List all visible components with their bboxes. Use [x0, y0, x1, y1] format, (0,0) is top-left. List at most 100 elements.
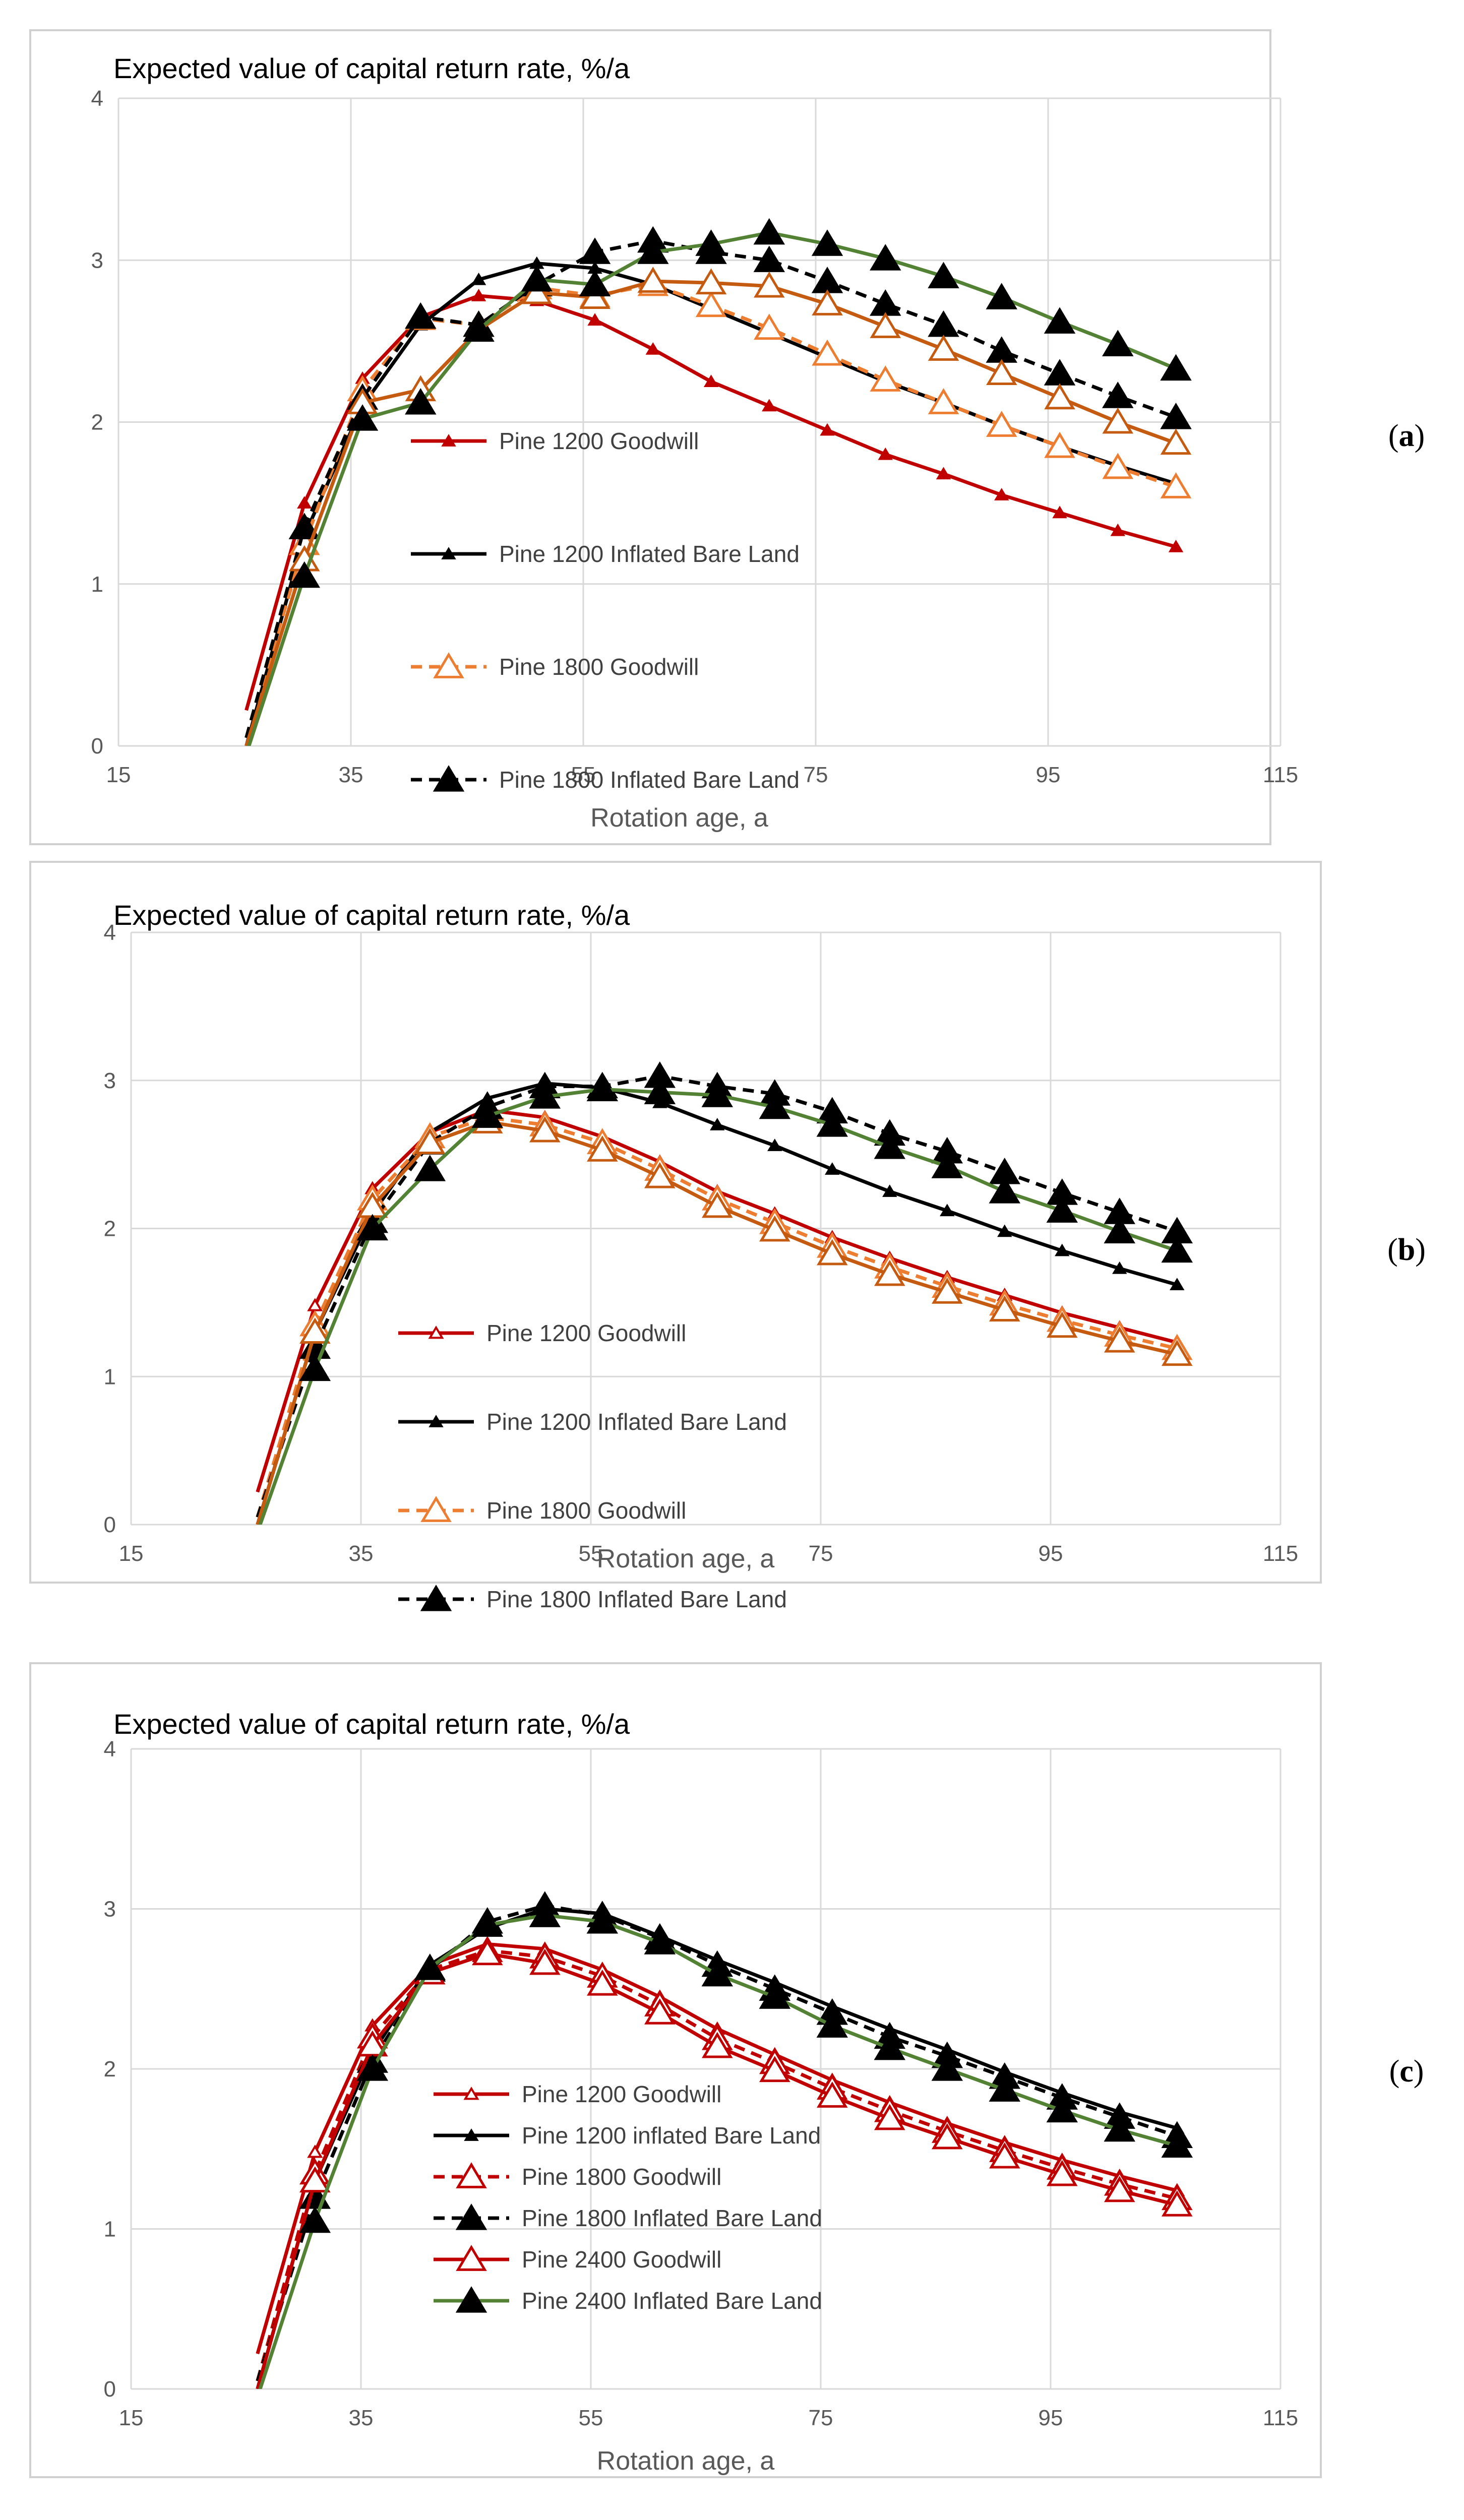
x-tick-label: 15 — [119, 1541, 144, 1566]
data-point — [1044, 383, 1075, 410]
data-point — [1102, 407, 1134, 434]
data-point — [695, 229, 727, 256]
y-tick-label: 0 — [104, 2377, 116, 2402]
x-tick-label: 15 — [106, 763, 131, 787]
legend-label: Pine 1800 Goodwill — [522, 2164, 721, 2190]
data-point — [989, 2142, 1020, 2169]
legend-label: Pine 1200 inflated Bare Land — [522, 2122, 821, 2149]
x-tick-label: 35 — [349, 1541, 374, 1566]
data-point — [759, 1215, 790, 1242]
data-point — [1055, 1243, 1070, 1256]
data-point — [1044, 431, 1075, 458]
data-point — [986, 283, 1018, 309]
data-point — [405, 388, 437, 415]
data-point — [710, 1117, 725, 1130]
data-point — [816, 2011, 848, 2038]
data-point — [521, 278, 553, 304]
legend-entry: Pine 1800 Inflated Bare Land — [398, 1585, 787, 1612]
legend-marker — [441, 547, 456, 559]
legend-marker — [441, 434, 456, 447]
chart-frame — [29, 29, 1271, 845]
chart-frame — [29, 1662, 1322, 2478]
data-point — [753, 245, 785, 272]
data-point — [754, 313, 785, 340]
data-point — [695, 268, 727, 295]
data-point — [695, 291, 727, 318]
x-tick-label: 35 — [339, 763, 363, 787]
data-point — [767, 1139, 782, 1151]
data-point — [931, 2054, 963, 2081]
data-point — [299, 1317, 331, 1344]
y-tick-label: 2 — [104, 1217, 116, 1241]
data-point — [932, 2123, 963, 2150]
data-point — [1161, 2131, 1193, 2158]
legend-entry: Pine 1200 Goodwill — [411, 428, 699, 454]
data-point — [586, 1907, 619, 1934]
legend-marker — [420, 1496, 452, 1522]
data-point — [644, 1928, 676, 1955]
x-tick-label: 55 — [579, 1541, 603, 1566]
data-point — [1046, 1196, 1078, 1223]
data-point — [701, 1081, 734, 1107]
series-pine-1800-inflated-bare-land — [245, 226, 1192, 738]
data-point — [579, 237, 611, 264]
legend-entry: Pine 1200 Goodwill — [434, 2081, 721, 2107]
data-point — [299, 2166, 331, 2193]
chart-title: Expected value of capital return rate, %… — [113, 1708, 630, 1740]
legend-marker — [455, 2286, 487, 2313]
y-tick-label: 3 — [104, 1068, 116, 1093]
data-point — [529, 1948, 561, 1975]
data-point — [346, 404, 379, 431]
data-point — [932, 1277, 963, 1304]
data-point — [529, 1082, 561, 1109]
data-point — [529, 1901, 561, 1927]
legend-label: Pine 1200 Goodwill — [522, 2081, 721, 2107]
data-point — [994, 488, 1009, 500]
data-point — [414, 1128, 446, 1155]
data-point — [471, 1910, 504, 1937]
legend-label: Pine 2400 Inflated Bare Land — [522, 2288, 822, 2314]
legend-label: Pine 1800 Inflated Bare Land — [522, 2205, 822, 2231]
legend-entry: Pine 1200 Inflated Bare Land — [398, 1409, 787, 1435]
data-point — [471, 288, 486, 301]
legend-marker — [433, 652, 464, 678]
data-point — [702, 2032, 733, 2058]
legend-marker — [464, 2128, 479, 2141]
series-line — [245, 239, 1177, 738]
data-point — [825, 1162, 840, 1175]
data-point — [356, 2054, 389, 2081]
data-point — [989, 1177, 1021, 1204]
data-point — [414, 1155, 446, 1181]
legend-label: Pine 1800 Inflated Bare Land — [499, 767, 800, 793]
data-point — [587, 1135, 618, 1162]
data-point — [1102, 330, 1134, 356]
legend-entry: Pine 1200 Inflated Bare Land — [411, 541, 800, 567]
data-point — [702, 1191, 733, 1218]
data-point — [989, 1295, 1020, 1321]
legend-entry: Pine 1800 Goodwill — [411, 652, 699, 680]
data-point — [820, 423, 835, 436]
data-point — [754, 271, 785, 298]
data-point — [645, 342, 661, 355]
y-tick-label: 0 — [104, 1513, 116, 1537]
data-point — [936, 467, 951, 480]
data-point — [1110, 523, 1126, 536]
legend-marker — [456, 2245, 487, 2271]
x-tick-label: 75 — [809, 1541, 833, 1566]
legend-entry: Pine 2400 Goodwill — [434, 2245, 721, 2273]
data-point — [928, 335, 959, 361]
data-point — [762, 399, 777, 412]
legend-marker — [429, 1415, 444, 1427]
x-tick-label: 115 — [1263, 2406, 1298, 2430]
gridlines — [130, 1748, 1282, 2390]
data-point — [759, 1982, 791, 2009]
series-line — [256, 1948, 1178, 2382]
data-point — [1104, 2115, 1136, 2142]
legend-entry: Pine 2400 Inflated Bare Land — [434, 2286, 822, 2314]
data-point — [878, 447, 893, 460]
data-point — [986, 411, 1017, 437]
panel-label: (c) — [1389, 2054, 1424, 2089]
data-point — [701, 1960, 734, 1987]
legend-label: Pine 1800 Goodwill — [486, 1497, 686, 1524]
